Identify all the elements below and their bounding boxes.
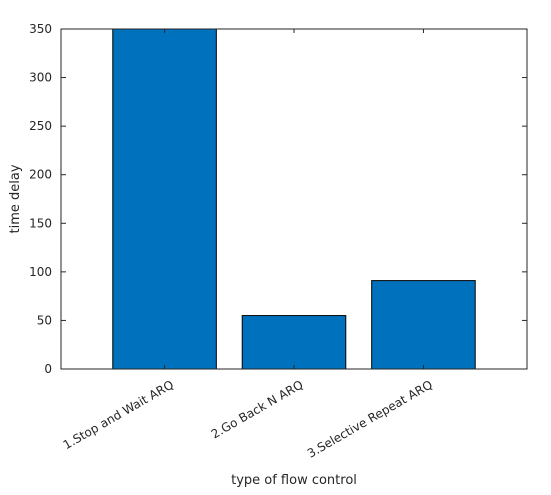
- bars-group: [112, 28, 476, 370]
- y-tick-label: 350: [29, 22, 52, 36]
- y-tick-label: 0: [44, 362, 52, 376]
- x-tick-label: 1.Stop and Wait ARQ: [61, 377, 176, 452]
- y-axis-ticks: 0 50 100 150 200 250 300 350: [29, 22, 527, 376]
- plot-frame: [60, 28, 528, 370]
- y-tick-label: 100: [29, 265, 52, 279]
- bar-3: [371, 280, 476, 370]
- x-tick-label: 2.Go Back N ARQ: [209, 377, 306, 441]
- y-tick-label: 250: [29, 119, 52, 133]
- y-tick-label: 200: [29, 168, 52, 182]
- x-axis-label: type of flow control: [231, 473, 357, 488]
- y-axis-label: time delay: [8, 164, 23, 233]
- bar-2: [241, 315, 347, 370]
- x-tick-label: 3.Selective Repeat ARQ: [305, 377, 435, 460]
- bar-1: [112, 28, 217, 370]
- y-tick-label: 300: [29, 71, 52, 85]
- y-tick-label: 50: [37, 313, 52, 327]
- y-tick-label: 150: [29, 216, 52, 230]
